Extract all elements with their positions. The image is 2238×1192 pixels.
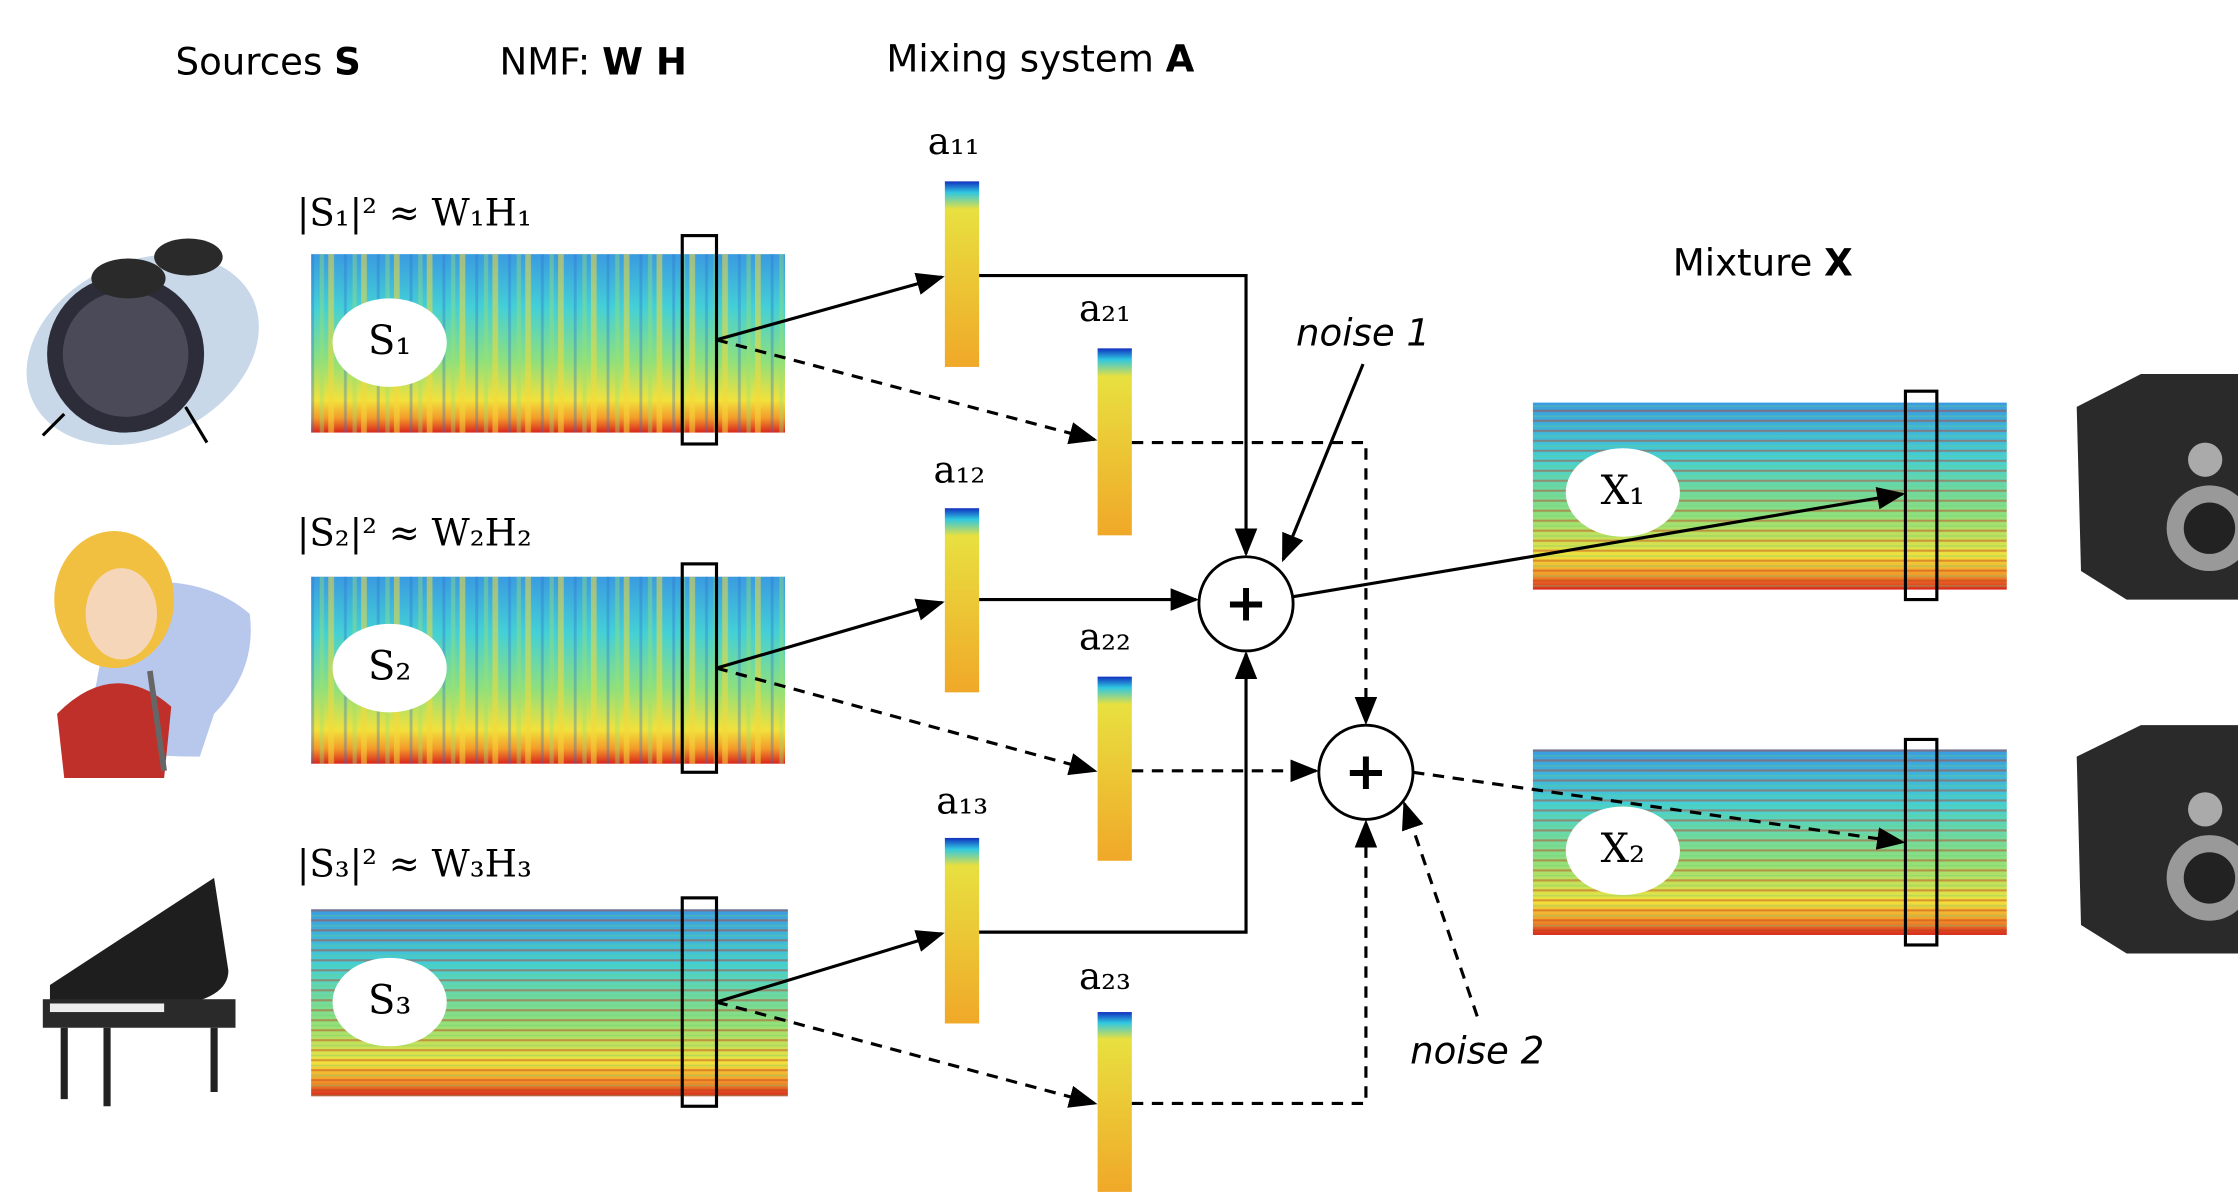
plus-operator: + — [1225, 574, 1268, 634]
mixing-bars — [945, 181, 1132, 1192]
mixing-label: a₁₁ — [928, 120, 980, 163]
header: NMF: W H — [500, 40, 687, 83]
plus-operator: + — [1344, 742, 1387, 802]
noise-label: noise 2 — [1410, 1029, 1544, 1072]
text: A — [1166, 37, 1195, 80]
connections — [717, 276, 1903, 1104]
spectrograms — [311, 236, 2007, 1107]
mixture-label: X₂ — [1601, 826, 1645, 872]
equation: |S₁|² ≈ W₁H₁ — [297, 192, 532, 235]
source-label: S₂ — [368, 644, 411, 690]
text: Sources — [176, 40, 323, 83]
text: S — [334, 40, 361, 83]
text: W H — [602, 40, 687, 83]
header: Sources S — [176, 40, 361, 83]
singer-icon — [54, 531, 251, 778]
drums-icon — [0, 218, 290, 481]
equation: |S₂|² ≈ W₂H₂ — [297, 511, 532, 554]
header: Mixture X — [1673, 242, 1853, 285]
speaker-icon — [2077, 374, 2238, 953]
diagram: Sources S NMF: W H Mixing system A Mixtu… — [0, 0, 2238, 1192]
text: Mixture — [1673, 242, 1813, 285]
mixing-label: a₁₂ — [933, 449, 985, 492]
text: NMF: — [500, 40, 591, 83]
text: X — [1824, 242, 1853, 285]
mixing-label: a₂₁ — [1079, 287, 1131, 330]
text: Mixing system — [886, 37, 1154, 80]
equation: |S₃|² ≈ W₃H₃ — [297, 842, 532, 885]
piano-icon — [43, 878, 236, 1106]
source-label: S₃ — [368, 977, 411, 1023]
header: Mixing system A — [886, 37, 1194, 80]
mixing-label: a₁₃ — [936, 780, 988, 823]
mixing-label: a₂₃ — [1079, 955, 1131, 998]
mixing-label: a₂₂ — [1079, 616, 1131, 659]
source-label: S₁ — [368, 318, 411, 364]
noise-label: noise 1 — [1296, 312, 1430, 355]
mixture-label: X₁ — [1601, 468, 1645, 514]
